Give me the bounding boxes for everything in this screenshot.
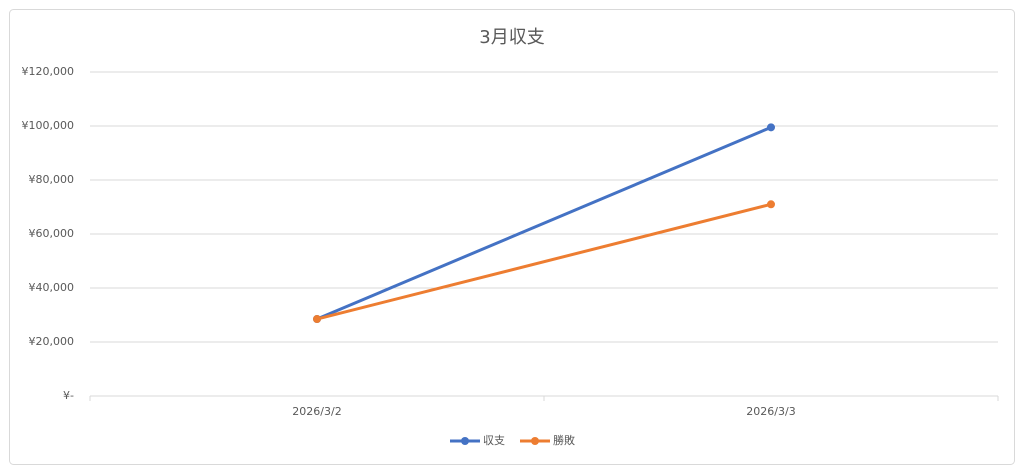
legend-marker bbox=[461, 437, 469, 445]
y-tick-label: ¥120,000 bbox=[22, 65, 75, 78]
y-tick-label: ¥40,000 bbox=[29, 281, 75, 294]
line bbox=[315, 125, 773, 321]
marker bbox=[767, 200, 775, 209]
x-tick-label: 2026/3/3 bbox=[746, 405, 795, 418]
y-tick-label: ¥80,000 bbox=[29, 173, 75, 186]
chart-title: 3月収支 bbox=[479, 27, 544, 48]
y-tick-label: ¥60,000 bbox=[29, 227, 75, 240]
y-tick-label: ¥100,000 bbox=[22, 119, 75, 132]
line bbox=[315, 202, 773, 321]
legend-label: 収支 bbox=[483, 434, 505, 447]
legend-label: 勝敗 bbox=[553, 433, 575, 447]
marker bbox=[313, 315, 321, 324]
y-tick-label: ¥- bbox=[63, 389, 74, 402]
x-tick-label: 2026/3/2 bbox=[292, 405, 341, 418]
marker bbox=[767, 123, 775, 132]
legend-marker bbox=[531, 437, 539, 445]
y-tick-label: ¥20,000 bbox=[29, 335, 75, 348]
